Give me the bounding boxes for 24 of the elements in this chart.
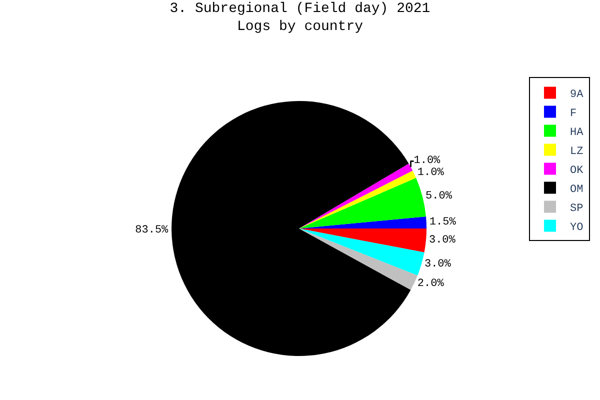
pie-slice bbox=[299, 228, 427, 252]
data-label: 1.0% bbox=[417, 167, 444, 180]
pie-slice bbox=[299, 216, 427, 228]
data-label: 2.0% bbox=[417, 278, 444, 290]
legend-label: 9A bbox=[570, 88, 584, 101]
pie-slice bbox=[299, 228, 418, 290]
data-label: 5.0% bbox=[426, 190, 452, 202]
chart-title: 3. Subregional (Field day) 2021 bbox=[170, 1, 430, 17]
legend-label: OM bbox=[570, 184, 584, 196]
data-label: 3.0% bbox=[424, 258, 452, 271]
legend-label: LZ bbox=[570, 146, 584, 158]
data-label: 3.0% bbox=[428, 234, 456, 247]
pie-slice bbox=[299, 228, 424, 276]
chart-subtitle: Logs by country bbox=[236, 19, 364, 36]
pie-slice bbox=[299, 178, 426, 228]
data-label: 1.0% bbox=[414, 155, 441, 168]
legend-label: F bbox=[570, 108, 577, 120]
data-label: 1.5% bbox=[429, 216, 456, 228]
legend-label: HA bbox=[570, 126, 584, 139]
data-label: 83.5% bbox=[135, 224, 169, 237]
legend-label: OK bbox=[570, 164, 584, 177]
legend-label: YO bbox=[570, 222, 584, 234]
pie-slice bbox=[172, 101, 411, 356]
legend-label: SP bbox=[570, 202, 584, 215]
